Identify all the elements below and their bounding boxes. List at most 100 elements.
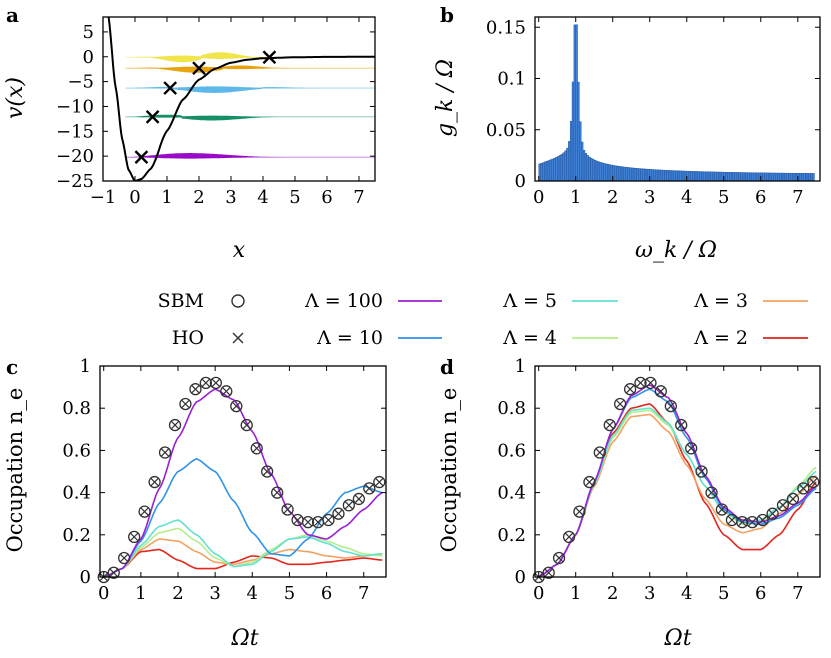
panel-d-ho-marker (544, 568, 553, 577)
panel-b-marks: 0 1 2 3 4 5 6 7 0 0.05 0.1 0.15 (486, 16, 821, 208)
panel-d-sbm-marker (675, 418, 688, 432)
panel-c-ho-stroke (242, 421, 251, 430)
panel-d-sbm-marker (593, 446, 606, 459)
panel-b-bar (753, 172, 756, 182)
panel-d-ho-marker (666, 402, 675, 411)
panel-d-ho-stroke (738, 518, 747, 527)
panel-b-bar (697, 171, 700, 182)
panel-b-bar (738, 172, 741, 182)
legend-label-l3: Λ = 3 (693, 290, 748, 312)
panel-c-sbm-marker (128, 530, 141, 544)
panel-d-ho-stroke (544, 568, 553, 577)
legend-label-ho: HO (172, 327, 204, 349)
panel-b-bar (636, 168, 639, 182)
panel-c-ho-stroke (252, 444, 261, 453)
panel-b-xtick-label: 3 (644, 187, 655, 208)
panel-d-ho-stroke (605, 421, 614, 430)
panel-d-xtick-label: 6 (755, 583, 766, 604)
panel-c-series-line (103, 538, 383, 577)
panel-b-bar (769, 172, 773, 182)
panel-a-wavefunction-level-1 (125, 114, 312, 121)
panel-b-bar (549, 159, 552, 182)
panel-b-bar (708, 171, 712, 182)
panel-b-bar (616, 165, 619, 182)
panel-b-bar (651, 169, 654, 182)
panel-c-ho-stroke (150, 478, 159, 487)
panel-c-ho-marker (181, 399, 190, 409)
panel-c-ho-stroke (109, 568, 118, 577)
panel-d-ytick-label: 0 (515, 567, 526, 588)
panel-c-ho-marker (283, 505, 292, 514)
panel-d-ho-stroke (707, 488, 716, 497)
panel-b: 0 1 2 3 4 5 6 7 0 0.05 0.1 0.15 ω_k / Ω g_k / Ω (433, 16, 821, 263)
panel-b-bar (666, 170, 669, 182)
panel-b-bar (742, 172, 745, 182)
panel-c-marks: 0 1 2 3 4 5 6 7 0 0.2 0.4 0.6 0.8 1 (62, 356, 387, 604)
panel-d-ho-stroke (788, 494, 798, 503)
panel-d-sbm-marker (603, 418, 616, 432)
panel-d-sbm-marker (634, 376, 647, 390)
panel-d-ho-stroke (687, 444, 696, 453)
panel-c-ho-stroke (222, 387, 231, 396)
panel-d-ho-marker (809, 478, 818, 487)
panel-c-ho-marker (324, 516, 333, 525)
panel-c-ytick-label: 1 (80, 356, 91, 377)
panel-b-bar (582, 150, 586, 182)
panel-label-d: d (440, 355, 454, 379)
legend-label-l5: Λ = 5 (502, 290, 557, 312)
panel-a-xtick-label: 3 (225, 187, 236, 208)
panel-b-bar (799, 173, 802, 182)
legend-label-sbm: SBM (158, 290, 204, 312)
panel-c-ytick-label: 0.8 (62, 398, 91, 419)
panel-c-sbm-marker (260, 465, 274, 478)
panel-c-series-line (103, 548, 383, 577)
panel-b-bar (662, 169, 665, 182)
panel-c-ho-marker (334, 509, 343, 518)
panel-d-ho-marker (616, 399, 625, 409)
panel-d-ho-marker (748, 518, 757, 527)
panel-c-sbm-marker (352, 492, 366, 506)
panel-d-ylabel: Occupation n_e (437, 388, 461, 553)
panel-b-bar (564, 150, 567, 182)
panel-b-xtick-label: 4 (681, 187, 692, 208)
panel-b-bar (569, 121, 573, 182)
panel-b-bar (577, 81, 580, 182)
panel-d-sbm-marker (573, 505, 586, 518)
panel-d-sbm-marker (685, 442, 698, 455)
panel-c-ho-marker (150, 478, 159, 487)
panel-a-cross-marker (163, 81, 178, 95)
panel-a-ytick-label: 5 (83, 22, 94, 43)
panel-d-sbm-marker (613, 397, 627, 411)
panel-b-xtick-label: 2 (607, 187, 618, 208)
legend-label-l2: Λ = 2 (693, 327, 748, 349)
panel-b-bar (804, 173, 808, 182)
panel-b-bar (601, 162, 604, 182)
panel-c-ho-stroke (273, 488, 282, 497)
panel-b-bar (631, 167, 634, 182)
panel-b-bar (623, 166, 626, 182)
panel-d-ho-marker (788, 494, 798, 503)
panel-b-bar (782, 172, 786, 182)
panel-c-sbm-marker (148, 475, 161, 489)
panel-a-xtick-label: 6 (321, 187, 332, 208)
panel-label-b: b (440, 3, 454, 27)
panel-d-ho-marker (626, 385, 635, 394)
panel-b-bar (632, 167, 636, 182)
panel-b-bar (562, 152, 565, 182)
panel-b-bar (588, 156, 591, 182)
panel-d-sbm-marker (807, 475, 820, 489)
panel-c-ho-marker (273, 488, 282, 497)
panel-a-xtick-label: 2 (193, 187, 204, 208)
panel-b-bar (545, 160, 549, 182)
panel-c-sbm-marker (322, 513, 335, 527)
panel-label-c: c (6, 355, 18, 379)
panel-c-xtick-label: 7 (358, 583, 369, 604)
panel-d-xtick-label: 4 (681, 583, 692, 604)
legend-label-l10: Λ = 10 (316, 327, 383, 349)
panel-d-ho-marker (727, 516, 736, 525)
panel-a-ytick-label: −25 (56, 171, 94, 192)
panel-b-bar (558, 155, 562, 182)
panel-c-ho-marker (303, 518, 313, 527)
panel-b-bar (747, 172, 750, 182)
panel-b-xlabel: ω_k / Ω (635, 238, 717, 263)
